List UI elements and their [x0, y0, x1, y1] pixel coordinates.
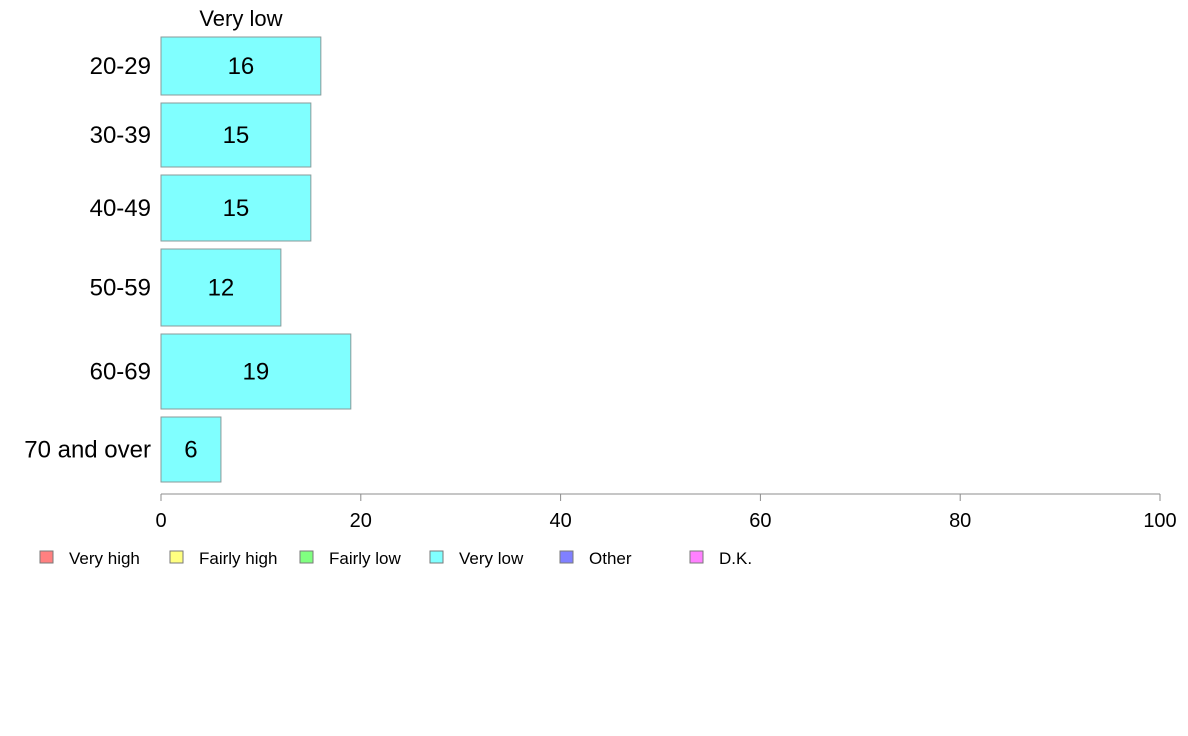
legend-label: Very low — [459, 549, 524, 568]
x-tick-label: 40 — [549, 510, 571, 532]
category-label: 40-49 — [90, 195, 151, 222]
x-tick-label: 20 — [350, 510, 372, 532]
legend-swatch — [429, 550, 444, 564]
legend-swatch — [39, 550, 54, 564]
legend: Very high Fairly high Fairly low Very low Ot… — [39, 549, 752, 568]
x-tick-label: 100 — [1143, 510, 1176, 532]
bar-value-label: 6 — [184, 437, 197, 464]
legend-swatch — [689, 550, 704, 564]
legend-item: Fairly low — [299, 549, 402, 568]
bar — [160, 416, 222, 483]
x-tick-label: 80 — [949, 510, 971, 532]
legend-label: Very high — [69, 549, 140, 568]
bar-value-label: 19 — [243, 359, 270, 386]
legend-label: Fairly low — [329, 549, 402, 568]
x-tick-label: 0 — [155, 510, 166, 532]
bar — [160, 102, 312, 168]
bar-value-label: 16 — [228, 53, 255, 80]
category-label: 30-39 — [90, 122, 151, 149]
legend-item: Fairly high — [169, 549, 277, 568]
category-label: 60-69 — [90, 359, 151, 386]
category-label: 50-59 — [90, 275, 151, 302]
bars: 20-29 16 30-39 15 40-49 15 50-59 12 60-69 19 70 an… — [24, 36, 352, 483]
bar-value-label: 15 — [223, 122, 250, 149]
category-label: 20-29 — [90, 53, 151, 80]
bar — [160, 36, 322, 96]
segment-header: Very low — [199, 6, 282, 31]
legend-item: Very low — [429, 549, 524, 568]
bar — [160, 248, 282, 327]
x-axis: 0 20 40 60 80 100 — [155, 493, 1177, 532]
legend-item: Very high — [39, 549, 140, 568]
bar — [160, 333, 352, 410]
legend-item: D.K. — [689, 549, 752, 568]
bar-value-label: 12 — [208, 275, 235, 302]
legend-swatch — [559, 550, 574, 564]
legend-swatch — [299, 550, 314, 564]
legend-item: Other — [559, 549, 632, 568]
category-label: 70 and over — [24, 437, 151, 464]
bar-value-label: 15 — [223, 195, 250, 222]
legend-swatch — [169, 550, 184, 564]
legend-label: D.K. — [719, 549, 752, 568]
legend-label: Other — [589, 549, 632, 568]
x-tick-label: 60 — [749, 510, 771, 532]
bar — [160, 174, 312, 242]
legend-label: Fairly high — [199, 549, 277, 568]
